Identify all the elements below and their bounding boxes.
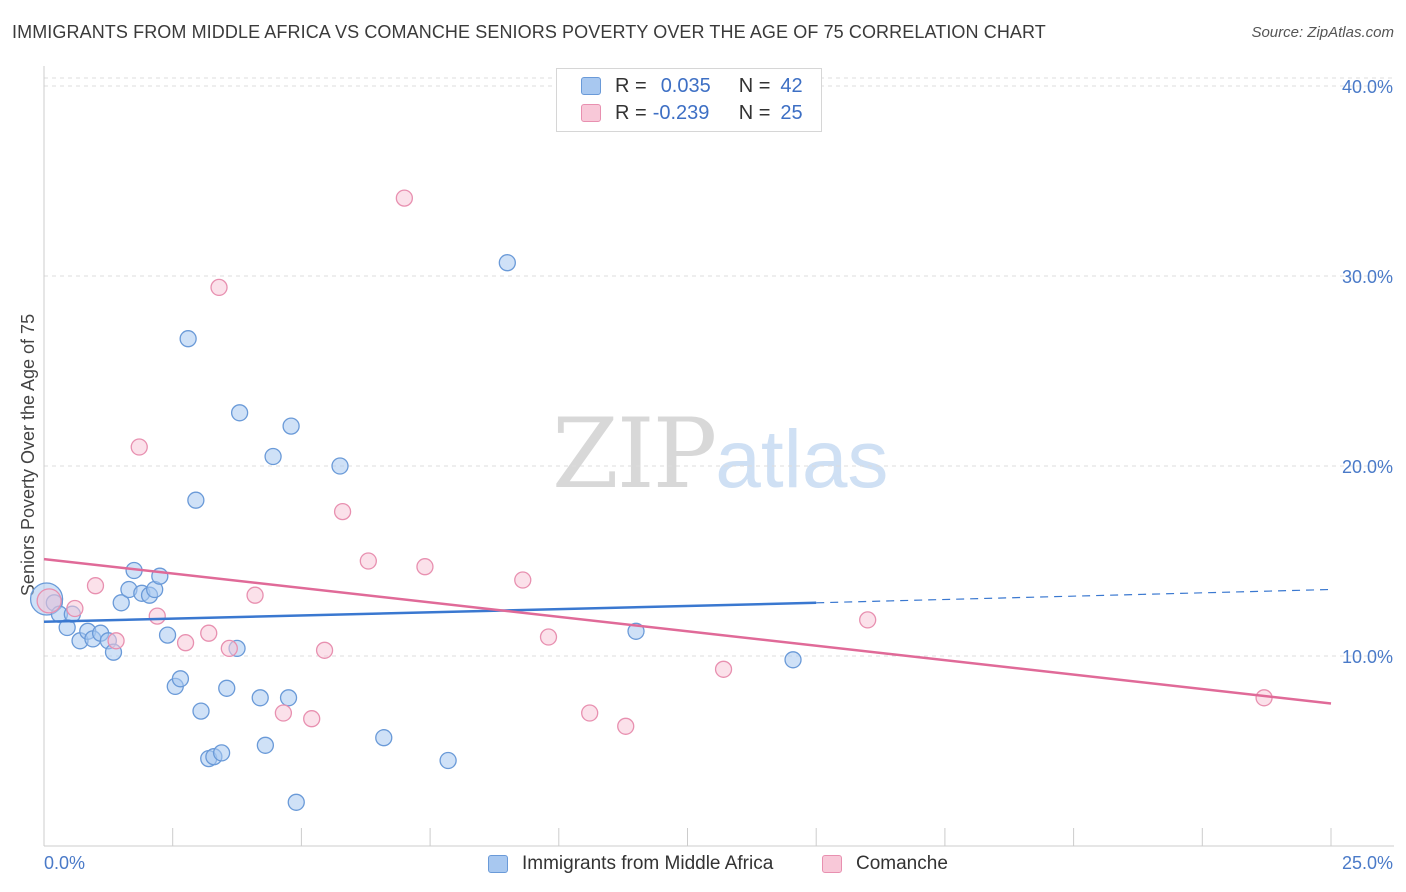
chart-title: IMMIGRANTS FROM MIDDLE AFRICA VS COMANCH…	[12, 22, 1046, 42]
point-comanche	[107, 632, 125, 650]
point-middle-africa	[287, 793, 305, 811]
legend-row-middle-africa: R = 0.035 N = 42	[581, 73, 803, 99]
bottom-legend-label: Comanche	[856, 853, 948, 874]
legend-r-value: -0.239	[652, 101, 710, 124]
legend-n-value: 42	[780, 74, 803, 97]
point-comanche	[220, 639, 238, 658]
bottom-swatch-blue	[488, 855, 508, 873]
legend-n-label: N =	[738, 74, 771, 97]
point-comanche	[246, 586, 264, 604]
point-comanche	[303, 710, 321, 728]
legend-r-label: R =	[615, 74, 647, 97]
legend-swatch-pink	[581, 104, 601, 122]
point-middle-africa	[112, 594, 130, 612]
x-tick-label-start: 0.0%	[44, 853, 85, 873]
point-middle-africa	[218, 679, 236, 697]
trend-line-comanche	[43, 557, 1332, 705]
legend-r-value: 0.035	[660, 74, 711, 97]
point-middle-africa	[331, 457, 349, 475]
point-middle-africa	[212, 744, 231, 762]
bottom-legend-label: Immigrants from Middle Africa	[522, 853, 774, 874]
x-tick-label-end: 25.0%	[1342, 853, 1393, 873]
point-comanche	[714, 660, 733, 678]
point-middle-africa	[179, 330, 197, 348]
point-middle-africa	[439, 751, 457, 770]
point-middle-africa	[627, 622, 645, 640]
point-comanche	[539, 628, 558, 646]
legend-swatch-blue	[581, 77, 601, 95]
legend-n-value: 25	[780, 101, 803, 124]
point-middle-africa	[784, 651, 802, 669]
watermark: ZIPatlas	[552, 398, 888, 510]
y-tick-label: 30.0%	[1342, 267, 1393, 287]
bottom-swatch-pink	[822, 855, 842, 873]
bottom-legend-comanche: Comanche	[822, 851, 948, 877]
point-comanche	[395, 189, 414, 207]
y-tick-label: 40.0%	[1342, 77, 1393, 97]
point-middle-africa	[251, 689, 269, 707]
point-middle-africa	[171, 670, 190, 688]
point-comanche	[36, 588, 62, 614]
point-comanche	[210, 278, 228, 297]
point-middle-africa	[279, 689, 298, 707]
point-comanche	[66, 599, 84, 618]
point-middle-africa	[192, 702, 210, 720]
point-comanche	[416, 558, 434, 576]
legend-n-label: N =	[738, 101, 771, 124]
trend-line-middle-africa-extension	[816, 588, 1332, 604]
point-comanche	[148, 607, 166, 625]
point-comanche	[86, 577, 105, 595]
point-middle-africa	[498, 254, 516, 272]
point-comanche	[176, 634, 195, 652]
point-comanche	[130, 438, 148, 456]
trend-line-middle-africa	[43, 601, 817, 624]
legend-row-comanche: R = -0.239 N = 25	[581, 100, 803, 126]
point-comanche	[859, 611, 877, 629]
point-middle-africa	[256, 736, 275, 754]
bottom-legend-middle-africa: Immigrants from Middle Africa	[488, 851, 773, 877]
point-comanche	[200, 624, 218, 642]
point-comanche	[514, 571, 532, 589]
point-middle-africa	[158, 626, 177, 644]
point-comanche	[274, 704, 293, 722]
point-comanche	[581, 704, 599, 722]
source-label: Source: ZipAtlas.com	[1251, 24, 1394, 41]
point-comanche	[333, 502, 352, 521]
y-tick-label: 10.0%	[1342, 647, 1393, 667]
legend-r-label: R =	[615, 101, 647, 124]
point-middle-africa	[187, 491, 205, 509]
y-tick-label: 20.0%	[1342, 457, 1393, 477]
point-middle-africa	[282, 417, 300, 435]
point-comanche	[617, 717, 635, 735]
point-comanche	[359, 552, 377, 570]
y-axis-label: Seniors Poverty Over the Age of 75	[18, 314, 38, 596]
watermark-zip: ZIP	[552, 398, 717, 510]
point-middle-africa	[230, 404, 249, 422]
point-comanche	[315, 641, 334, 659]
point-middle-africa	[375, 729, 393, 747]
point-middle-africa	[264, 447, 282, 466]
watermark-atlas: atlas	[715, 414, 889, 505]
stats-legend: R = 0.035 N = 42 R = -0.239 N = 25	[556, 68, 822, 132]
